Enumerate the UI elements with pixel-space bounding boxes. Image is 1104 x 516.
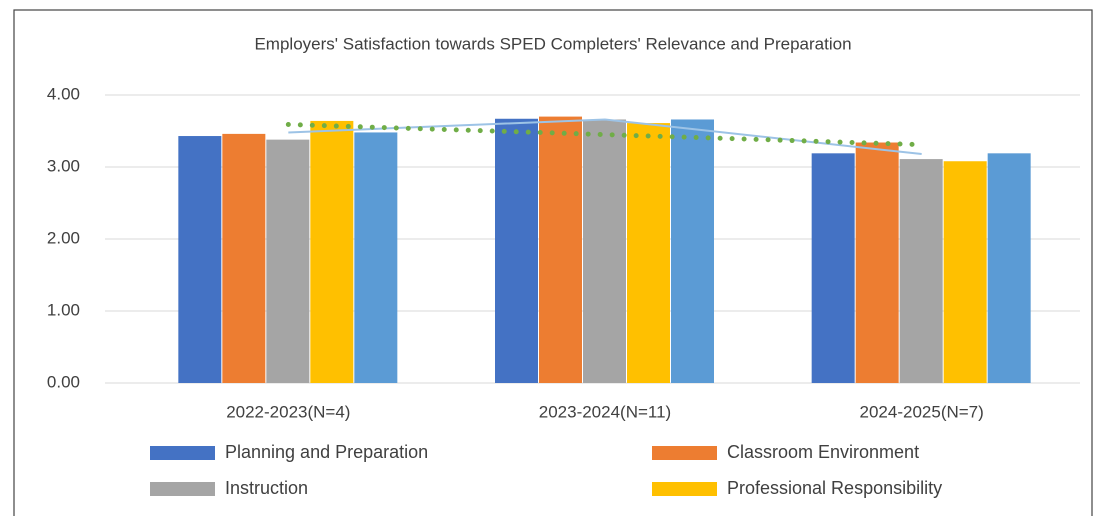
bar bbox=[222, 133, 266, 383]
legend-swatch bbox=[150, 446, 215, 460]
bar bbox=[987, 153, 1031, 383]
legend-swatch bbox=[652, 446, 717, 460]
x-tick-label: 2023-2024(N=11) bbox=[539, 402, 671, 421]
x-tick-label: 2024-2025(N=7) bbox=[860, 402, 984, 421]
y-tick-label: 3.00 bbox=[47, 156, 80, 175]
bar bbox=[899, 159, 943, 383]
chart-frame bbox=[13, 9, 1093, 516]
y-tick-label: 4.00 bbox=[47, 84, 80, 103]
bar bbox=[266, 139, 310, 383]
legend-label: Classroom Environment bbox=[727, 442, 919, 462]
legend-label: Professional Responsibility bbox=[727, 478, 942, 498]
x-tick-label: 2022-2023(N=4) bbox=[226, 402, 350, 421]
trend-line bbox=[285, 122, 925, 148]
bar bbox=[539, 116, 582, 383]
bar bbox=[671, 119, 714, 383]
y-tick-label: 0.00 bbox=[47, 372, 80, 391]
bar bbox=[855, 142, 899, 383]
legend-swatch bbox=[150, 482, 215, 496]
bar bbox=[811, 153, 855, 383]
y-tick-label: 1.00 bbox=[47, 300, 80, 319]
legend-label: Instruction bbox=[225, 478, 308, 498]
legend-label: Planning and Preparation bbox=[225, 442, 428, 462]
legend-swatch bbox=[652, 482, 717, 496]
bar bbox=[354, 132, 398, 383]
y-tick-label: 2.00 bbox=[47, 228, 80, 247]
bar bbox=[627, 123, 670, 383]
bar bbox=[178, 136, 222, 383]
chart-title: Employers' Satisfaction towards SPED Com… bbox=[254, 34, 851, 53]
bar bbox=[943, 161, 987, 383]
bar bbox=[495, 118, 538, 383]
bar bbox=[583, 119, 626, 383]
bar bbox=[310, 120, 354, 384]
